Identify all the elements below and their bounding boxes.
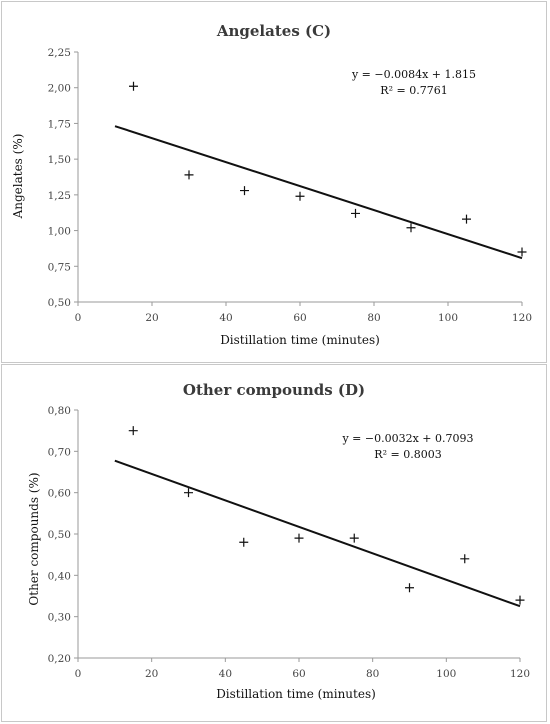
- y-tick-label: 0,75: [48, 261, 71, 273]
- trend-equation: y = −0.0032x + 0.7093: [341, 432, 473, 445]
- data-point: [351, 208, 360, 218]
- x-tick-label: 20: [145, 668, 158, 680]
- x-tick-label: 40: [219, 668, 232, 680]
- y-tick-label: 0,50: [48, 529, 71, 541]
- chart-title: Angelates (C): [216, 22, 331, 40]
- x-tick-label: 60: [292, 668, 305, 680]
- trendline: [114, 125, 523, 260]
- x-tick-label: 100: [436, 668, 456, 680]
- y-tick-label: 1,00: [48, 226, 71, 238]
- x-axis-label: Distillation time (minutes): [216, 687, 376, 701]
- y-tick-label: 1,50: [48, 154, 71, 166]
- r-squared-label: R² = 0.8003: [374, 448, 441, 461]
- y-tick-label: 2,00: [48, 83, 71, 95]
- angelates-chart: Angelates (C) y = −0.0084x + 1.815 R² = …: [11, 22, 532, 347]
- data-point: [295, 191, 305, 201]
- x-tick-label: 40: [219, 312, 232, 324]
- chart-panel-other-compounds: Other compounds (D) y = −0.0032x + 0.709…: [1, 364, 547, 722]
- x-tick-label: 100: [438, 312, 458, 324]
- data-point: [128, 426, 138, 436]
- data-point: [239, 537, 249, 547]
- y-tick-label: 1,25: [48, 190, 71, 202]
- y-tick-label: 1,75: [48, 118, 71, 130]
- data-point: [184, 170, 194, 180]
- x-tick-label: 0: [75, 668, 82, 680]
- data-point: [184, 488, 193, 498]
- data-point: [294, 533, 304, 543]
- chart-panel-angelates: Angelates (C) y = −0.0084x + 1.815 R² = …: [1, 1, 547, 363]
- chart-title: Other compounds (D): [183, 381, 365, 399]
- other-compounds-chart: Other compounds (D) y = −0.0032x + 0.709…: [27, 381, 530, 701]
- x-tick-label: 20: [145, 312, 158, 324]
- y-axis-label: Other compounds (%): [27, 472, 41, 605]
- data-point: [515, 595, 525, 605]
- trend-equation: y = −0.0084x + 1.815: [351, 68, 476, 81]
- x-tick-label: 120: [510, 668, 530, 680]
- x-axis-label: Distillation time (minutes): [220, 333, 380, 347]
- data-point: [406, 223, 416, 233]
- y-tick-label: 0,60: [48, 488, 71, 500]
- trendline: [114, 459, 521, 608]
- x-tick-label: 80: [367, 312, 380, 324]
- x-tick-label: 60: [293, 312, 306, 324]
- y-tick-label: 0,30: [48, 612, 71, 624]
- y-tick-label: 0,20: [48, 653, 71, 665]
- x-tick-label: 0: [75, 312, 82, 324]
- y-tick-label: 0,70: [48, 446, 71, 458]
- data-point: [405, 583, 414, 593]
- data-point: [129, 81, 138, 91]
- data-point: [462, 214, 471, 224]
- y-tick-label: 0,80: [48, 405, 71, 417]
- r-squared-label: R² = 0.7761: [380, 84, 447, 97]
- y-tick-label: 0,50: [48, 297, 71, 309]
- y-tick-label: 2,25: [48, 47, 71, 59]
- x-tick-label: 120: [512, 312, 532, 324]
- x-tick-label: 80: [366, 668, 379, 680]
- data-point: [240, 186, 249, 196]
- y-tick-label: 0,40: [48, 570, 71, 582]
- y-axis-label: Angelates (%): [11, 134, 25, 220]
- data-point: [517, 247, 527, 257]
- data-point: [349, 533, 359, 543]
- data-point: [460, 554, 470, 564]
